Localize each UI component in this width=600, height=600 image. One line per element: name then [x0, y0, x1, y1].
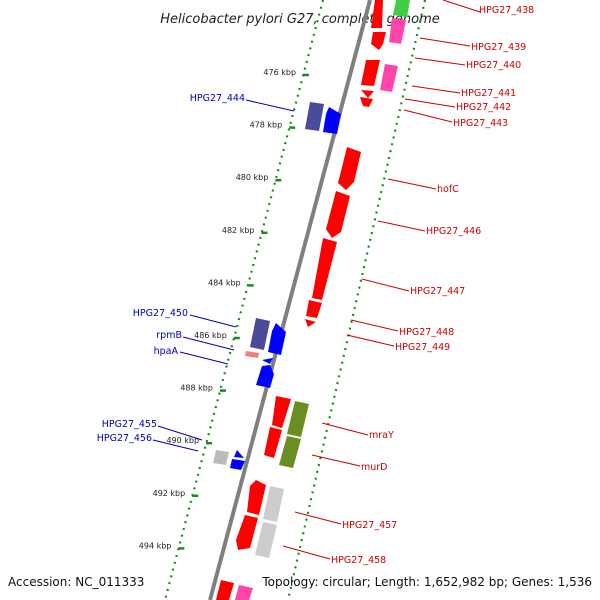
label-hpg27-440[interactable]: HPG27_440 [466, 60, 521, 71]
gene-features [213, 0, 410, 600]
tick-label: 486 kbp [194, 331, 227, 340]
label-hpg27-457[interactable]: HPG27_457 [342, 520, 397, 531]
gene-hpg27-450-b[interactable] [268, 323, 286, 355]
gene-hpg27-457-a[interactable] [247, 480, 266, 515]
label-hpg27-450[interactable]: HPG27_450 [133, 308, 188, 319]
topology-text: Topology: circular; Length: 1,652,982 bp… [261, 575, 592, 589]
gene-pink-top[interactable] [389, 18, 406, 44]
gene-hpaa-arrow[interactable] [262, 358, 273, 364]
label-hpg27-456[interactable]: HPG27_456 [97, 433, 152, 444]
gene-hpg27-455[interactable] [213, 450, 229, 465]
gene-hpg27-446[interactable] [326, 191, 350, 238]
gene-mray-b[interactable] [264, 427, 282, 458]
label-hpg27-438[interactable]: HPG27_438 [479, 5, 534, 16]
accession-text: Accession: NC_011333 [8, 575, 144, 589]
label-mray[interactable]: mraY [369, 430, 394, 441]
gene-rpmb[interactable] [245, 351, 259, 358]
gene-bottom-red[interactable] [216, 580, 234, 600]
tick-label: 476 kbp [263, 68, 296, 77]
tick-label: 492 kbp [153, 489, 186, 498]
label-hpg27-442[interactable]: HPG27_442 [456, 102, 511, 113]
gene-hpg27-450-a[interactable] [250, 318, 270, 350]
gene-mray-a[interactable] [272, 396, 291, 428]
gene-hpg27-444-a[interactable] [305, 102, 324, 131]
gene-hpg27-457-b[interactable] [236, 515, 258, 550]
gene-hpg27-456[interactable] [230, 459, 245, 470]
label-hpg27-455[interactable]: HPG27_455 [102, 419, 157, 430]
tick-label: 480 kbp [236, 173, 269, 182]
label-hpg27-447[interactable]: HPG27_447 [410, 286, 465, 297]
label-hpg27-458[interactable]: HPG27_458 [331, 555, 386, 566]
tick-label: 488 kbp [180, 384, 213, 393]
gene-hpg27-441[interactable] [380, 64, 398, 92]
label-hpg27-444[interactable]: HPG27_444 [190, 93, 245, 104]
gene-hpg27-456-arrow[interactable] [234, 450, 244, 458]
gene-hpg27-444-b[interactable] [323, 107, 341, 134]
tick-label: 490 kbp [166, 436, 199, 445]
tick-label: 478 kbp [250, 121, 283, 130]
label-hpg27-439[interactable]: HPG27_439 [471, 42, 526, 53]
tick-label: 484 kbp [208, 278, 241, 287]
outer-dotted-track [286, 0, 427, 600]
label-hpaa[interactable]: hpaA [154, 346, 179, 357]
gene-hpg27-443[interactable] [360, 97, 373, 107]
gene-bottom-pink[interactable] [235, 585, 253, 600]
gene-hpg27-440[interactable] [361, 60, 380, 86]
gene-hpg27-449[interactable] [305, 319, 316, 327]
map-title: Helicobacter pylori G27, complete genome [160, 12, 439, 27]
label-hpg27-446[interactable]: HPG27_446 [426, 226, 481, 237]
label-hpg27-449[interactable]: HPG27_449 [395, 342, 450, 353]
gene-hpaa[interactable] [256, 365, 274, 388]
gene-hpg27-458-a[interactable] [263, 486, 284, 522]
tick-label: 482 kbp [222, 226, 255, 235]
gene-hpg27-458-b[interactable] [255, 522, 277, 558]
label-murd[interactable]: murD [361, 462, 388, 473]
reverse-gene-labels: HPG27_444 HPG27_450 rpmB hpaA HPG27_455 … [97, 93, 295, 452]
gene-murd-a[interactable] [287, 401, 309, 437]
label-rpmb[interactable]: rpmB [156, 330, 182, 341]
gene-hpg27-447[interactable] [312, 238, 337, 300]
gene-hpg27-438-partial[interactable] [371, 0, 383, 28]
gene-hpg27-442[interactable] [361, 90, 374, 98]
forward-gene-labels: HPG27_438 HPG27_439 HPG27_440 HPG27_441 … [282, 0, 534, 566]
label-hpg27-443[interactable]: HPG27_443 [453, 118, 508, 129]
scale-ticks: 476 kbp 478 kbp 480 kbp 482 kbp 484 kbp 486 k… [139, 68, 310, 550]
gene-green-top[interactable] [393, 0, 410, 17]
inner-dotted-track [163, 0, 325, 600]
label-hpg27-441[interactable]: HPG27_441 [461, 88, 516, 99]
gene-hpg27-439[interactable] [371, 32, 386, 50]
label-hpg27-448[interactable]: HPG27_448 [399, 327, 454, 338]
label-hofc[interactable]: hofC [437, 184, 459, 195]
tick-label: 494 kbp [139, 541, 172, 550]
genome-backbone [208, 0, 372, 600]
gene-hpg27-448[interactable] [306, 300, 322, 318]
gene-hofc[interactable] [338, 147, 361, 190]
gene-murd-b[interactable] [279, 436, 301, 468]
